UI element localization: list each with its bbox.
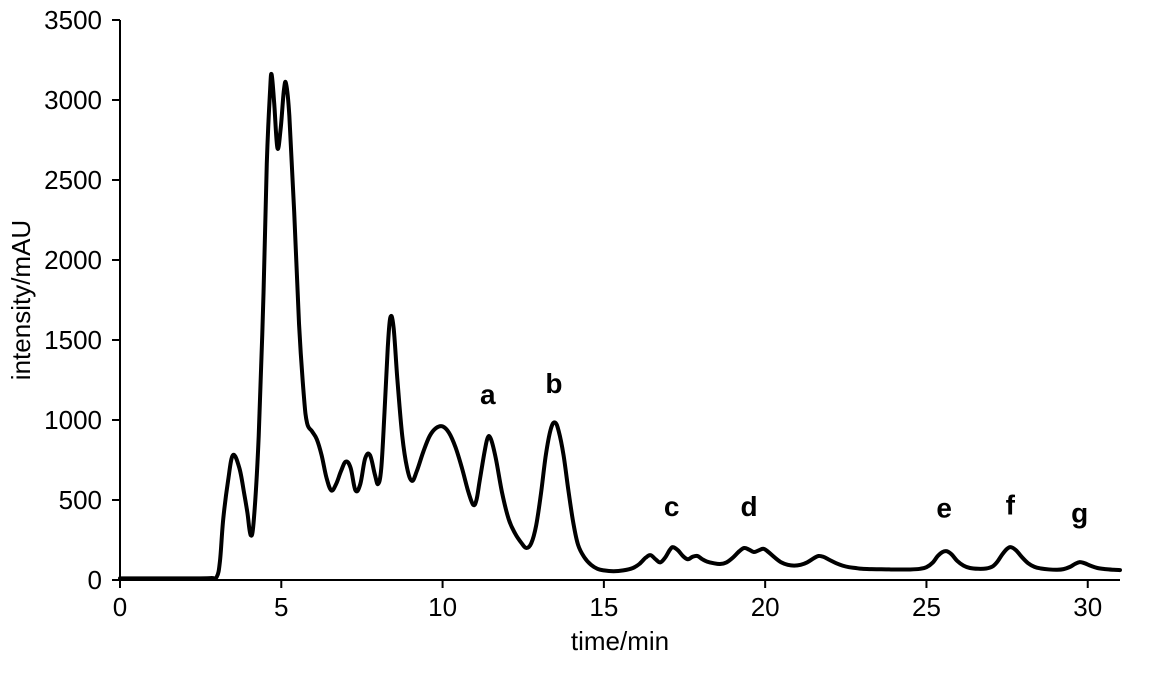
peak-label-f: f bbox=[1006, 489, 1016, 520]
chromatogram-chart: 0 5 10 15 20 25 30 0 500 1000 1500 2000 2500 3000 3500… bbox=[0, 0, 1159, 688]
y-tick-label: 2500 bbox=[44, 165, 102, 195]
peak-label-g: g bbox=[1071, 497, 1088, 528]
x-tick-label: 5 bbox=[274, 592, 288, 622]
chart-svg: 0 5 10 15 20 25 30 0 500 1000 1500 2000 2500 3000 3500… bbox=[0, 0, 1159, 688]
y-axis-label: intensity/mAU bbox=[6, 220, 36, 380]
x-tick-label: 15 bbox=[589, 592, 618, 622]
peak-label-c: c bbox=[664, 491, 680, 522]
x-tick-label: 20 bbox=[751, 592, 780, 622]
peak-label-a: a bbox=[480, 379, 496, 410]
chart-bg bbox=[0, 0, 1159, 688]
peak-label-d: d bbox=[740, 491, 757, 522]
x-tick-label: 0 bbox=[113, 592, 127, 622]
x-tick-label: 30 bbox=[1073, 592, 1102, 622]
y-tick-label: 500 bbox=[59, 485, 102, 515]
y-tick-label: 3500 bbox=[44, 5, 102, 35]
y-tick-label: 2000 bbox=[44, 245, 102, 275]
x-tick-label: 25 bbox=[912, 592, 941, 622]
y-tick-label: 1500 bbox=[44, 325, 102, 355]
x-tick-label: 10 bbox=[428, 592, 457, 622]
peak-label-e: e bbox=[936, 493, 952, 524]
peak-label-b: b bbox=[545, 368, 562, 399]
y-tick-label: 0 bbox=[88, 565, 102, 595]
y-tick-label: 1000 bbox=[44, 405, 102, 435]
x-axis-label: time/min bbox=[571, 626, 669, 656]
y-tick-label: 3000 bbox=[44, 85, 102, 115]
